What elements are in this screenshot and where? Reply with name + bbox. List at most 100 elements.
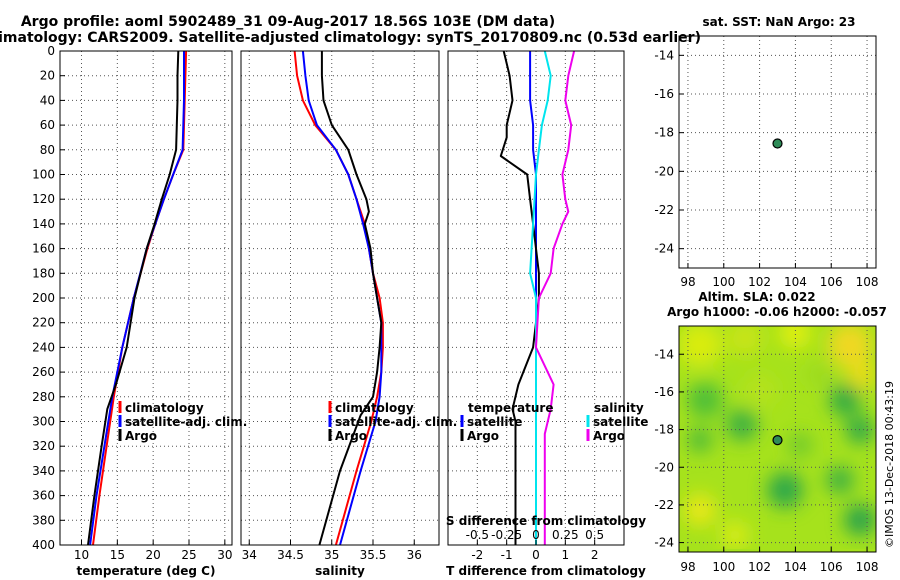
legend-label-climatology: climatology (335, 401, 414, 415)
series-line-argo (318, 51, 383, 545)
legend-label-argo: Argo (335, 429, 367, 443)
temperature-grid (60, 50, 232, 546)
salinity-xlabel: salinity (315, 564, 365, 578)
lat-tick-label: -22 (654, 498, 674, 512)
x-tick-label: 10 (74, 548, 89, 562)
legend-label-argo: Argo (125, 429, 157, 443)
x-tick-label: 35.5 (360, 548, 387, 562)
temperature-frame (59, 50, 233, 546)
lon-tick-label: 98 (680, 275, 695, 289)
sla-map-lat-ticks: -14 -16 -18 -20 -22 -24 (654, 347, 684, 550)
legend-title-temperature: temperature (468, 401, 553, 415)
depth-tick-label: 20 (40, 69, 55, 83)
salinity-grid (241, 50, 439, 546)
sst-map-panel: sat. SST: NaN Argo: 23 98 100 102 104 106 108… (654, 15, 878, 289)
lat-tick-label: -18 (654, 126, 674, 140)
temperature-profiles (87, 51, 188, 545)
temperature-legend: climatology satellite-adj. clim. Argo (118, 401, 247, 443)
depth-tick-label: 280 (32, 390, 55, 404)
sla-map-frame (678, 325, 877, 553)
legend-title-salinity: salinity (594, 401, 644, 415)
depth-tick-label: 120 (32, 192, 55, 206)
difference-legend: temperature satellite Argo salinity sate… (460, 401, 648, 443)
lon-tick-label: 108 (856, 560, 879, 574)
sla-map-grid (679, 326, 876, 552)
x-tick-label: 34 (242, 548, 257, 562)
s-tick-label: 0 (532, 528, 540, 542)
temperature-axis-ticks: 10 15 20 25 30 (74, 540, 232, 562)
lat-tick-label: -20 (654, 164, 674, 178)
legend-label-s-argo: Argo (593, 429, 625, 443)
salinity-axis-ticks: 34 34.5 35 35.5 36 (242, 540, 422, 562)
sla-map-title: Altim. SLA: 0.022 (698, 290, 815, 304)
series-line-temperature-argo (499, 51, 540, 545)
lon-tick-label: 100 (712, 275, 735, 289)
sla-map-markers (772, 435, 783, 446)
lon-tick-label: 104 (784, 560, 807, 574)
depth-tick-label: 320 (32, 439, 55, 453)
argo-float-marker (772, 435, 783, 446)
depth-axis-ticks: 0 20 40 60 80 100 120 140 160 180 200 220 240 260 280 3… (32, 44, 65, 552)
lat-tick-label: -22 (654, 203, 674, 217)
depth-tick-label: 380 (32, 513, 55, 527)
lat-tick-label: -14 (654, 48, 674, 62)
legend-label-t-satellite: satellite (467, 415, 522, 429)
x-tick-label: 1 (562, 548, 570, 562)
temperature-xlabel: temperature (deg C) (77, 564, 216, 578)
s-tick-label: -0.5 (466, 528, 489, 542)
sla-map-lon-ticks: 98 100 102 104 106 108 (680, 547, 878, 574)
lat-tick-label: -24 (654, 242, 674, 256)
depth-tick-label: 240 (32, 340, 55, 354)
figure-title-line2: Climatology: CARS2009. Satellite-adjuste… (0, 30, 701, 46)
s-difference-axis-ticks: -0.5 -0.25 0 0.25 0.5 (466, 528, 605, 542)
legend-label-s-satellite: satellite (593, 415, 648, 429)
imos-watermark: ©IMOS 13-Dec-2018 00:43:19 (883, 381, 896, 548)
depth-tick-label: 360 (32, 489, 55, 503)
depth-tick-label: 340 (32, 464, 55, 478)
sst-map-lon-ticks: 98 100 102 104 106 108 (680, 263, 878, 289)
depth-tick-label: 60 (40, 118, 55, 132)
x-tick-label: 25 (181, 548, 196, 562)
series-line-salinity-argo (535, 51, 576, 545)
s-difference-xlabel: S difference from climatology (446, 514, 646, 528)
s-tick-label: -0.25 (491, 528, 522, 542)
lon-tick-label: 104 (784, 275, 807, 289)
lon-tick-label: 108 (856, 275, 879, 289)
series-line-argo (87, 51, 180, 545)
difference-panel: -2 -1 0 1 2 -0.5 -0.25 0 0.25 0.5 S difference f… (446, 50, 648, 578)
legend-label-climatology: climatology (125, 401, 204, 415)
t-difference-xlabel: T difference from climatology (446, 564, 646, 578)
sst-map-lat-ticks: -14 -16 -18 -20 -22 -24 (654, 48, 684, 256)
x-tick-label: 2 (591, 548, 599, 562)
x-tick-label: -1 (501, 548, 513, 562)
sla-map-subtitle: Argo h1000: -0.06 h2000: -0.057 (667, 305, 887, 319)
lon-tick-label: 106 (820, 275, 843, 289)
lon-tick-label: 106 (820, 560, 843, 574)
sst-map-title: sat. SST: NaN Argo: 23 (702, 15, 855, 29)
depth-tick-label: 160 (32, 242, 55, 256)
depth-tick-label: 220 (32, 316, 55, 330)
salinity-panel: 34 34.5 35 35.5 36 salinity climatology sate… (240, 50, 457, 578)
lat-tick-label: -20 (654, 460, 674, 474)
temperature-panel: 0 20 40 60 80 100 120 140 160 180 200 220 240 260 280 3… (32, 44, 247, 578)
x-tick-label: 0 (532, 548, 540, 562)
depth-tick-label: 260 (32, 365, 55, 379)
sst-map-markers (772, 138, 783, 149)
sst-map-frame (678, 35, 877, 269)
x-tick-label: 34.5 (277, 548, 304, 562)
legend-label-satellite-adj: satellite-adj. clim. (125, 415, 247, 429)
depth-tick-label: 100 (32, 168, 55, 182)
depth-tick-label: 40 (40, 93, 55, 107)
lat-tick-label: -16 (654, 385, 674, 399)
difference-profiles (499, 51, 576, 545)
lat-tick-label: -16 (654, 87, 674, 101)
depth-tick-label: 0 (47, 44, 55, 58)
t-difference-axis-ticks: -2 -1 0 1 2 (471, 540, 598, 562)
lat-tick-label: -14 (654, 347, 674, 361)
legend-label-satellite-adj: satellite-adj. clim. (335, 415, 457, 429)
lat-tick-label: -24 (654, 536, 674, 550)
depth-tick-label: 140 (32, 217, 55, 231)
salinity-legend: climatology satellite-adj. clim. Argo (328, 401, 457, 443)
sla-heatmap (679, 326, 876, 552)
